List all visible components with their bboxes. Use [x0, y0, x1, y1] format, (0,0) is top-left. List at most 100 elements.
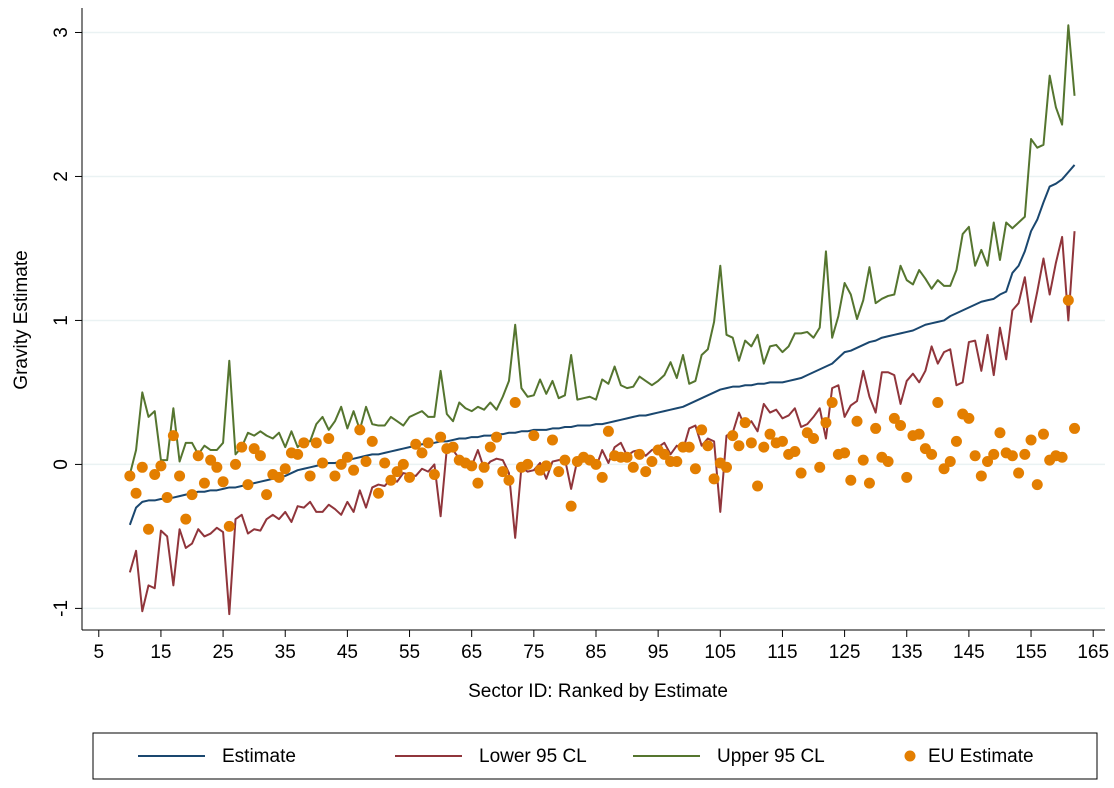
scatter-point: [950, 435, 962, 447]
scatter-point: [683, 441, 695, 453]
scatter-point: [764, 428, 776, 440]
scatter-point: [602, 425, 614, 437]
scatter-point: [776, 435, 788, 447]
scatter-point: [223, 520, 235, 532]
scatter-point: [640, 466, 652, 478]
x-tick-label: 95: [648, 642, 669, 663]
scatter-point: [217, 476, 229, 488]
scatter-point: [366, 435, 378, 447]
scatter-point: [484, 441, 496, 453]
scatter-point: [671, 456, 683, 468]
legend-label: Estimate: [222, 746, 296, 767]
scatter-point: [472, 477, 484, 489]
scatter-point: [379, 457, 391, 469]
y-tick-label: 1: [51, 315, 72, 326]
scatter-point: [646, 456, 658, 468]
scatter-point: [938, 463, 950, 475]
scatter-point: [702, 440, 714, 452]
scatter-point: [553, 466, 565, 478]
scatter-point: [882, 456, 894, 468]
scatter-point: [1013, 467, 1025, 479]
y-tick-label: 2: [51, 171, 72, 182]
scatter-point: [988, 448, 1000, 460]
scatter-point: [528, 430, 540, 442]
scatter-point: [901, 471, 913, 483]
scatter-point: [491, 431, 503, 443]
scatter-point: [696, 424, 708, 436]
scatter-point: [708, 473, 720, 485]
scatter-point: [969, 450, 981, 462]
scatter-point: [721, 461, 733, 473]
scatter-point: [416, 447, 428, 459]
scatter-point: [752, 480, 764, 492]
scatter-point: [143, 523, 155, 535]
scatter-point: [161, 492, 173, 504]
scatter-point: [149, 469, 161, 480]
scatter-point: [658, 448, 670, 460]
scatter-point: [174, 470, 186, 482]
series-line: [128, 24, 1076, 475]
scatter-point: [329, 470, 341, 482]
scatter-point: [385, 474, 397, 486]
scatter-point: [341, 451, 353, 463]
scatter-point: [789, 445, 801, 457]
scatter-point: [627, 461, 639, 473]
x-tick-label: 115: [767, 642, 797, 663]
scatter-point: [391, 466, 403, 478]
scatter-point: [230, 458, 242, 470]
scatter-point: [944, 456, 956, 468]
x-tick-label: 105: [704, 642, 736, 663]
y-axis-label: Gravity Estimate: [11, 250, 32, 389]
x-axis-label: Sector ID: Ranked by Estimate: [468, 681, 728, 702]
scatter-point: [522, 458, 534, 470]
scatter-point: [348, 464, 360, 476]
scatter-point: [261, 489, 273, 501]
scatter-point: [428, 469, 440, 480]
scatter-point: [509, 397, 521, 409]
scatter-point: [211, 461, 223, 473]
scatter-point: [1025, 434, 1037, 446]
legend-marker: [904, 750, 916, 762]
x-tick-label: 155: [1015, 642, 1047, 663]
scatter-point: [727, 430, 739, 442]
scatter-point: [851, 415, 863, 427]
scatter-point: [273, 471, 285, 483]
scatter-point: [845, 474, 857, 486]
scatter-point: [839, 447, 851, 459]
scatter-point: [410, 438, 422, 450]
scatter-point: [994, 427, 1006, 439]
scatter-point: [1062, 294, 1074, 306]
scatter-point: [323, 433, 335, 445]
scatter-point: [546, 434, 558, 446]
x-tick-label: 5: [93, 642, 104, 663]
scatter-point: [242, 479, 254, 491]
legend-box: [92, 732, 1098, 780]
scatter-point: [354, 424, 366, 436]
scatter-point: [870, 422, 882, 434]
scatter-point: [633, 448, 645, 460]
scatter-point: [820, 417, 832, 429]
scatter-point: [503, 474, 515, 486]
scatter-point: [298, 437, 310, 449]
scatter-point: [317, 457, 329, 469]
scatter-point: [982, 456, 994, 468]
scatter-point: [963, 412, 975, 424]
scatter-point: [335, 458, 347, 470]
scatter-point: [310, 437, 322, 449]
scatter-point: [808, 433, 820, 445]
scatter-point: [795, 467, 807, 479]
scatter-point: [814, 461, 826, 473]
scatter-point: [497, 466, 509, 478]
scatter-point: [192, 450, 204, 462]
x-tick-label: 135: [891, 642, 923, 663]
scatter-point: [540, 460, 552, 472]
scatter-point: [155, 460, 167, 472]
x-tick-label: 75: [523, 642, 544, 663]
scatter-point: [167, 430, 179, 442]
scatter-point: [205, 454, 217, 466]
y-tick-label: -1: [51, 600, 72, 617]
x-tick-label: 25: [213, 642, 234, 663]
scatter-point: [279, 463, 291, 475]
scatter-point: [1056, 451, 1068, 463]
scatter-point: [236, 441, 248, 453]
